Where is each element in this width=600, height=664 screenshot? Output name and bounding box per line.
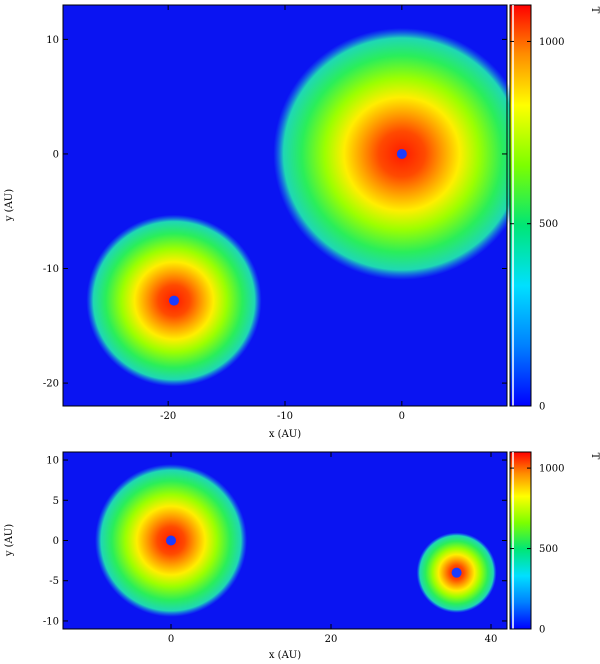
- y-tick-label: -5: [49, 576, 59, 587]
- star-1: [451, 567, 462, 578]
- colorbar-tick-label: 1000: [539, 37, 564, 48]
- x-tick-label: -10: [277, 411, 293, 422]
- x-tick-label: 20: [325, 634, 338, 645]
- top-disks: [86, 27, 531, 387]
- bottom-y-axis-label: y (AU): [4, 524, 15, 557]
- x-tick-label: 0: [168, 634, 174, 645]
- y-tick-label: 5: [53, 496, 59, 507]
- y-tick-label: -10: [43, 264, 59, 275]
- bottom-colorbar: [509, 451, 532, 630]
- top-colorbar-ticks: 1000 500 0: [510, 37, 564, 413]
- bottom-colorbar-label: T: [589, 453, 600, 460]
- star-0: [166, 535, 176, 546]
- top-x-axis-label: x (AU): [269, 429, 301, 440]
- top-x-ticks: -20 -10 0: [160, 5, 405, 422]
- star-0: [396, 148, 407, 159]
- y-tick-label: 10: [46, 456, 59, 467]
- bottom-disks: [95, 464, 497, 617]
- top-colorbar: [509, 4, 532, 407]
- colorbar-tick-label: 500: [539, 544, 558, 555]
- colorbar-tick-label: 1000: [539, 464, 564, 475]
- y-tick-label: 10: [46, 35, 59, 46]
- y-tick-label: -10: [43, 616, 59, 627]
- y-tick-label: 0: [53, 536, 59, 547]
- bottom-panel: 0 20 40 10 5 0 -5 -10 x (AU) y (AU) 1000 500 0 T: [4, 451, 600, 661]
- top-y-ticks: 10 0 -10 -20: [43, 35, 507, 390]
- x-tick-label: 40: [485, 634, 498, 645]
- bottom-x-ticks: 0 20 40: [168, 452, 498, 645]
- top-panel: -20 -10 0 10 0 -10 -20 x (AU) y (AU) 1000 500 0…: [4, 4, 600, 440]
- x-tick-label: -20: [160, 411, 176, 422]
- bottom-x-axis-label: x (AU): [269, 650, 301, 661]
- colorbar-tick-label: 0: [539, 402, 545, 413]
- colorbar-tick-label: 0: [539, 625, 545, 636]
- colorbar-tick-label: 500: [539, 219, 558, 230]
- x-tick-label: 0: [399, 411, 405, 422]
- star-1: [169, 295, 179, 306]
- y-tick-label: -20: [43, 379, 59, 390]
- top-colorbar-label: T: [589, 7, 600, 14]
- bottom-y-ticks: 10 5 0 -5 -10: [43, 456, 507, 627]
- top-y-axis-label: y (AU): [4, 189, 15, 222]
- bottom-colorbar-ticks: 1000 500 0: [510, 464, 564, 636]
- y-tick-label: 0: [53, 149, 59, 160]
